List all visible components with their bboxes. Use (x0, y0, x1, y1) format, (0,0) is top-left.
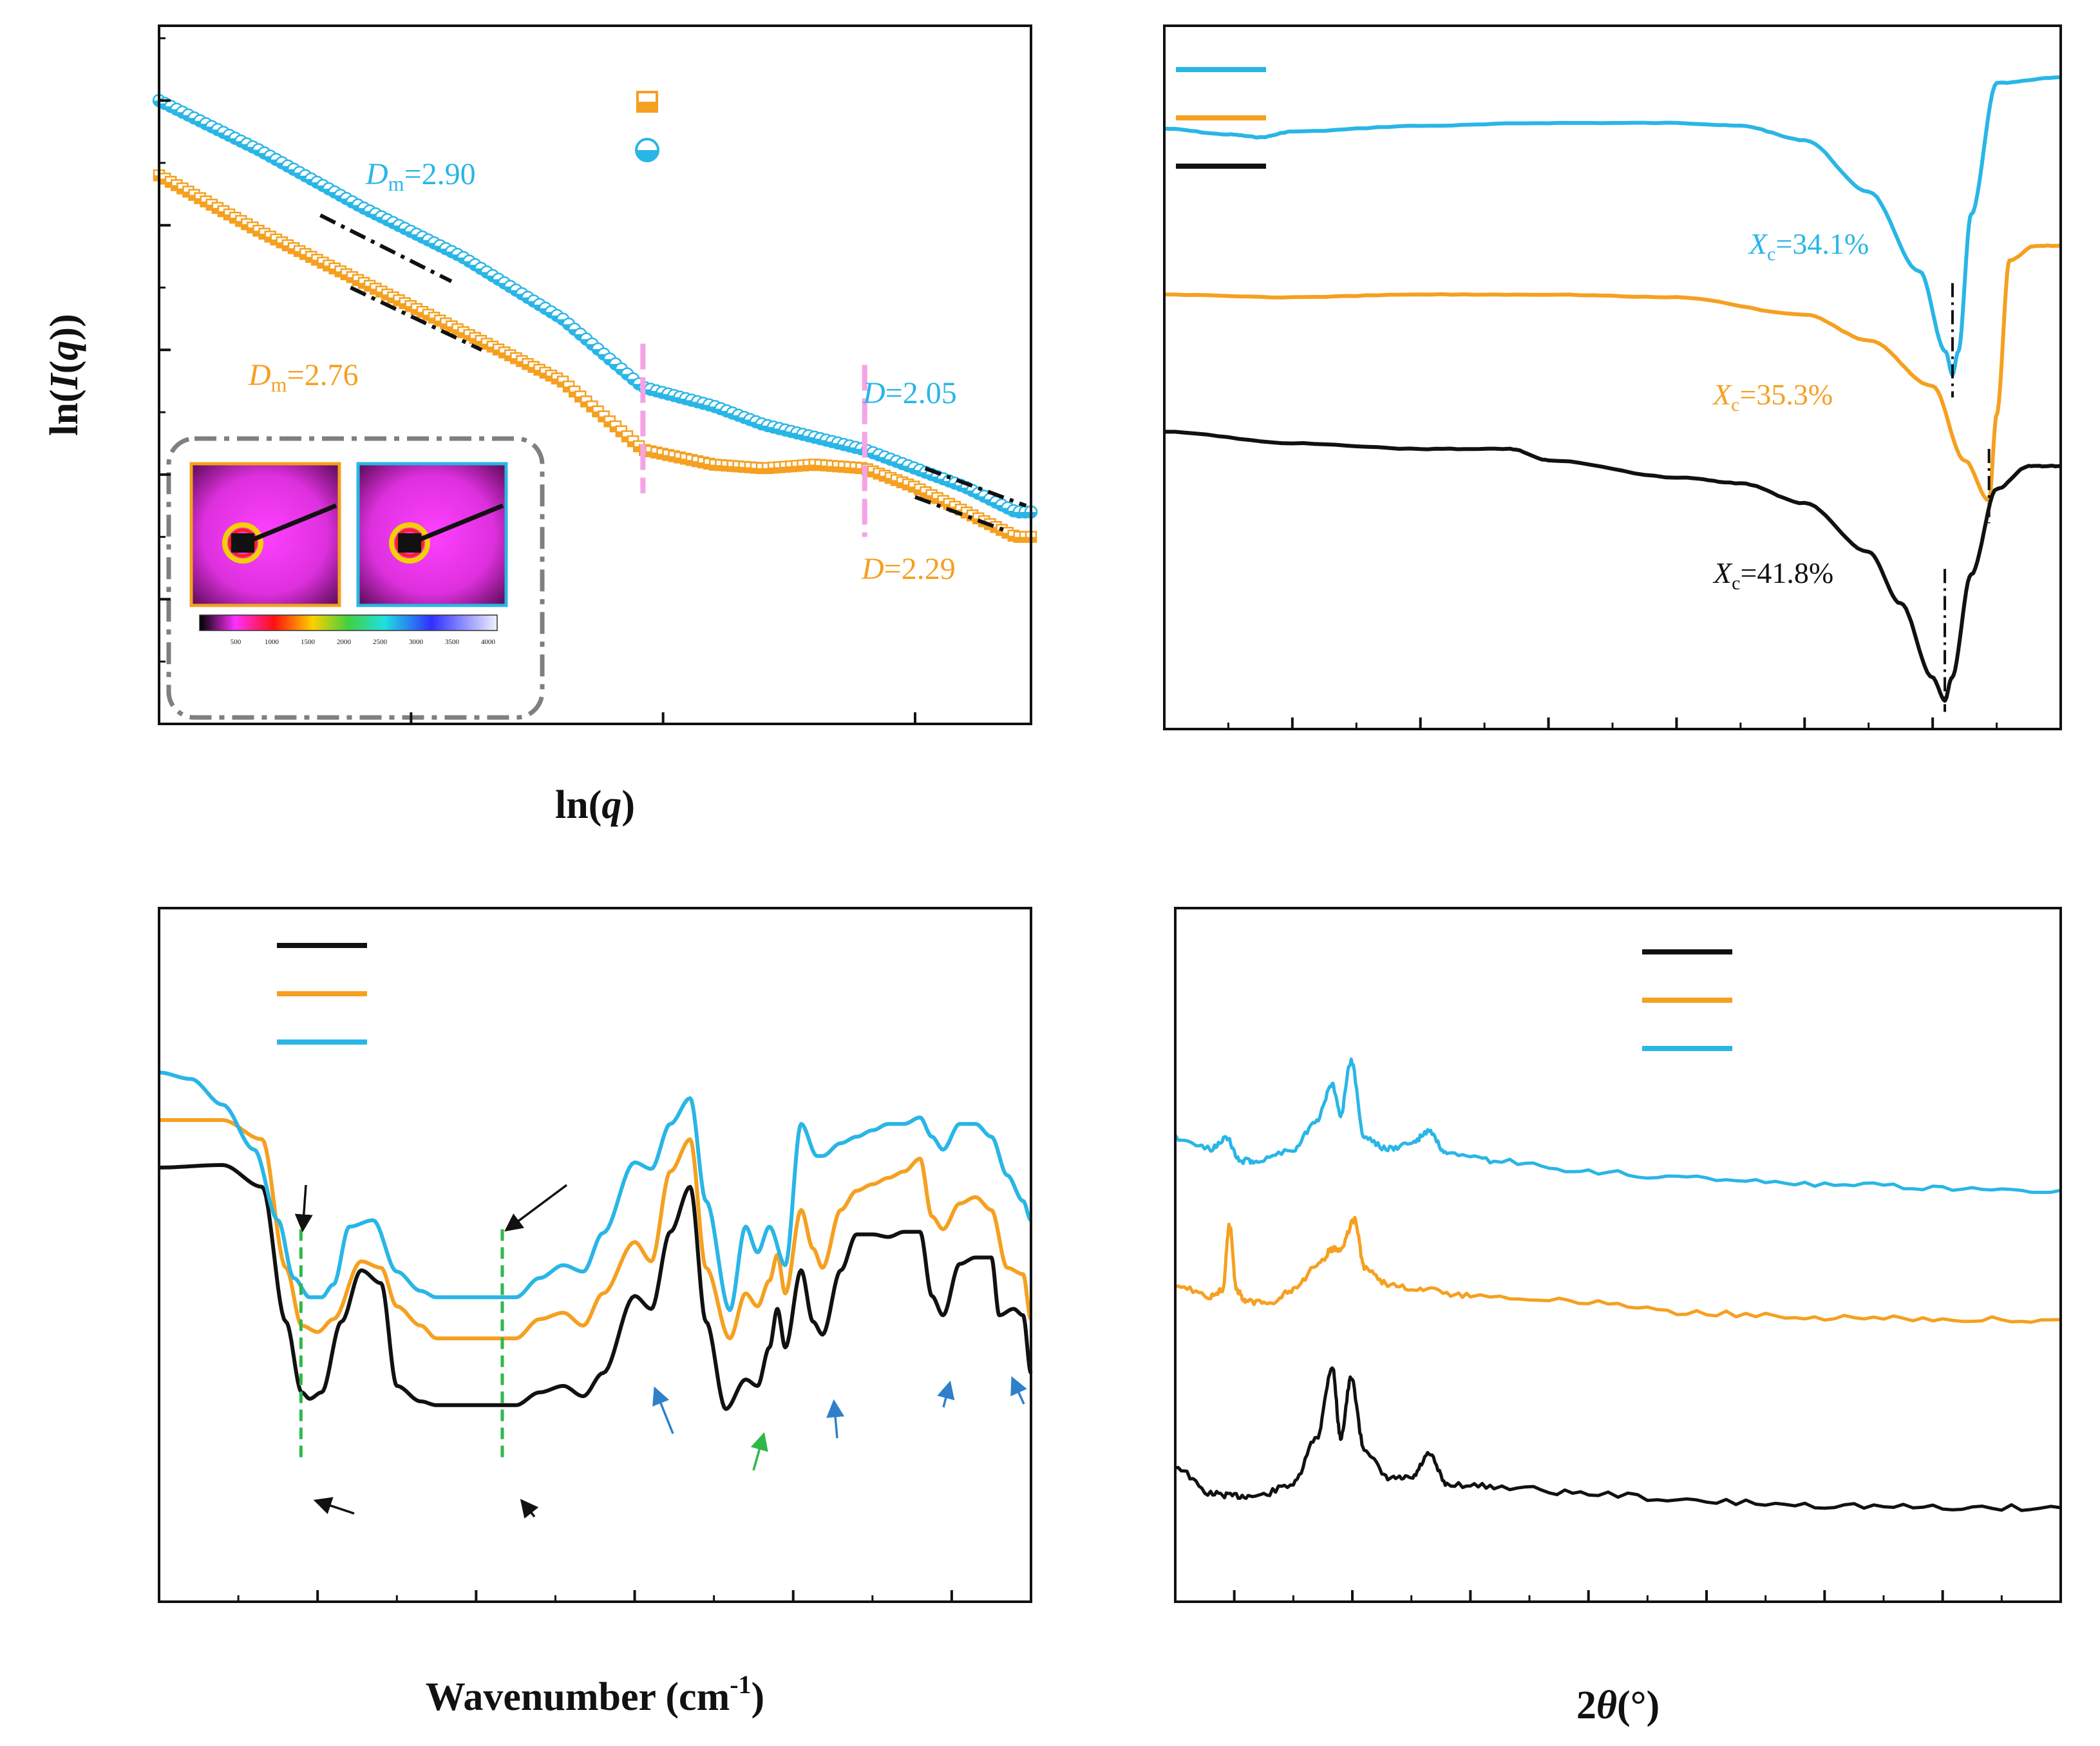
colorbar-tick-label: 1500 (301, 638, 316, 646)
series-line (1173, 1058, 2061, 1194)
peak-arrow (294, 1184, 313, 1233)
series-line (1164, 243, 2061, 502)
x-axis-label: ln(q) (555, 783, 635, 827)
colorbar-tick-label: 4000 (481, 638, 496, 646)
series-line (158, 1070, 1032, 1313)
fit-line-orange (914, 495, 1007, 533)
inset: 500 1000 1500 2000 2500 3000 3500 4000 (166, 436, 545, 720)
colorbar-tick-label: 1000 (265, 638, 279, 646)
legend-marker-fill (636, 150, 658, 161)
beamstop (398, 533, 421, 553)
series-line (158, 1162, 1033, 1411)
fit-line-blue-m (319, 213, 453, 283)
peak-arrow (313, 1497, 355, 1515)
series-line (1164, 430, 2061, 703)
series-line (159, 1118, 1033, 1341)
y-axis-label: ln(I(q)) (43, 314, 86, 435)
peak-arrow (504, 1184, 568, 1232)
peak-arrow (652, 1386, 674, 1434)
peak-arrow (1010, 1376, 1027, 1405)
colorbar-tick-label: 500 (231, 638, 241, 646)
colorbar-tick-label: 2000 (337, 638, 352, 646)
fit-line-orange-m (350, 285, 483, 352)
beamstop (231, 533, 254, 553)
peak-arrow (750, 1432, 768, 1471)
plot-frame (158, 24, 1032, 725)
beamstop-ring (228, 528, 258, 558)
colorbar-tick-label: 3000 (409, 638, 424, 646)
peak-arrow (937, 1380, 955, 1408)
plot-frame (1174, 907, 2062, 1603)
legend-marker-fill (638, 102, 657, 111)
x-axis-label: 2θ(°) (1576, 1684, 1660, 1727)
colorbar-tick-label: 2500 (373, 638, 388, 646)
panel-a: 500 1000 1500 2000 2500 3000 3500 4000 ln(q) ln(I… (43, 24, 1038, 827)
series-line (1164, 75, 2061, 377)
crystallinity-label: Xc=35.3% (1712, 378, 1833, 415)
beamstop-ring (222, 522, 263, 564)
x-axis-label: Wavenumber (cm-1) (426, 1670, 764, 1719)
fractal-dimension-label: Dm=2.90 (365, 157, 476, 195)
series-line (1175, 1215, 2061, 1324)
beamstop-ring (395, 528, 424, 558)
panel-c: Wavenumber (cm-1) (158, 907, 1033, 1719)
peak-arrow (826, 1399, 845, 1439)
colorbar-tick-label: 3500 (445, 638, 460, 646)
beamstop-arm (418, 503, 504, 542)
peak-arrow (520, 1499, 539, 1519)
panel-b: Xc=34.1% Xc=35.3% Xc=41.8% (1163, 24, 2062, 730)
beamstop-ring (389, 522, 430, 564)
fractal-dimension-label: Dm=2.76 (248, 358, 359, 396)
series-line (1175, 1366, 2061, 1512)
series-to-ao (152, 93, 1038, 519)
beamstop-arm (251, 503, 337, 542)
crystallinity-label: Xc=34.1% (1748, 227, 1869, 265)
panel-d: 2θ(°) (1173, 907, 2062, 1727)
fractal-dimension-label: D=2.29 (861, 552, 956, 586)
plot-frame (158, 907, 1032, 1603)
colorbar (199, 614, 498, 631)
crystallinity-label: Xc=41.8% (1712, 556, 1833, 594)
fractal-dimension-label: D=2.05 (862, 376, 957, 410)
legend (635, 91, 659, 162)
